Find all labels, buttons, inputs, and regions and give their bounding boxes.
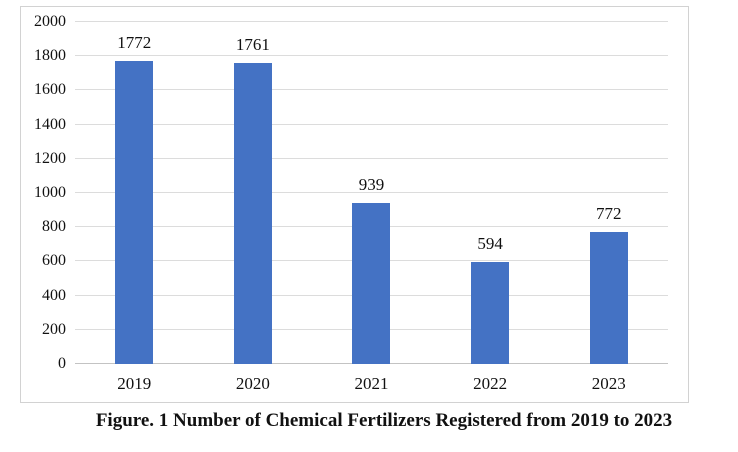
- category-slot: 1761 2020: [194, 22, 313, 393]
- plot-area: 0 200 400 600 800 1000 1200 1400 1600 1800 2000 177…: [34, 13, 668, 393]
- y-axis-tick-label: 600: [42, 252, 66, 270]
- gridline: [75, 157, 668, 159]
- x-axis-label: 2019: [117, 374, 152, 393]
- bar-value-label: 594: [477, 234, 503, 254]
- gridline: [75, 55, 668, 57]
- y-axis-tick-label: 800: [42, 218, 66, 236]
- x-axis-label: 2021: [354, 374, 389, 393]
- category-slot: 1772 2019: [75, 22, 194, 393]
- y-axis-tick-label: 1600: [34, 81, 66, 99]
- y-axis-tick-label: 1000: [34, 184, 66, 201]
- bar: [352, 203, 391, 364]
- y-axis-tick-label: 2000: [34, 13, 66, 30]
- gridline: [75, 123, 668, 125]
- category-slot: 772 2023: [549, 22, 668, 393]
- y-axis-tick-label: 1800: [34, 47, 66, 65]
- bar-value-label: 1761: [235, 34, 270, 54]
- gridline: [75, 21, 668, 22]
- bar: [233, 62, 272, 364]
- bar: [471, 262, 510, 364]
- gridline: [75, 89, 668, 91]
- bar-chart: 0 200 400 600 800 1000 1200 1400 1600 1800 2000 177…: [20, 6, 689, 403]
- y-axis-tick-label: 0: [58, 355, 66, 372]
- x-axis-label: 2022: [473, 374, 508, 393]
- y-axis-tick-label: 1400: [34, 115, 66, 133]
- category-slot: 939 2021: [312, 22, 431, 393]
- bar: [115, 61, 154, 364]
- y-axis-tick-label: 200: [42, 320, 66, 338]
- bar: [589, 232, 628, 364]
- x-axis-label: 2023: [591, 374, 626, 393]
- figure-caption: Figure. 1 Number of Chemical Fertilizers…: [95, 410, 673, 431]
- x-axis-label: 2020: [235, 374, 270, 393]
- category-slot: 594 2022: [431, 22, 550, 393]
- bar-value-label: 1772: [117, 33, 152, 52]
- gridline: [75, 192, 668, 193]
- bar-value-label: 939: [358, 175, 385, 195]
- y-axis-tick-label: 1200: [34, 149, 66, 167]
- bar-value-label: 772: [595, 204, 622, 223]
- y-axis-tick-label: 400: [42, 286, 66, 304]
